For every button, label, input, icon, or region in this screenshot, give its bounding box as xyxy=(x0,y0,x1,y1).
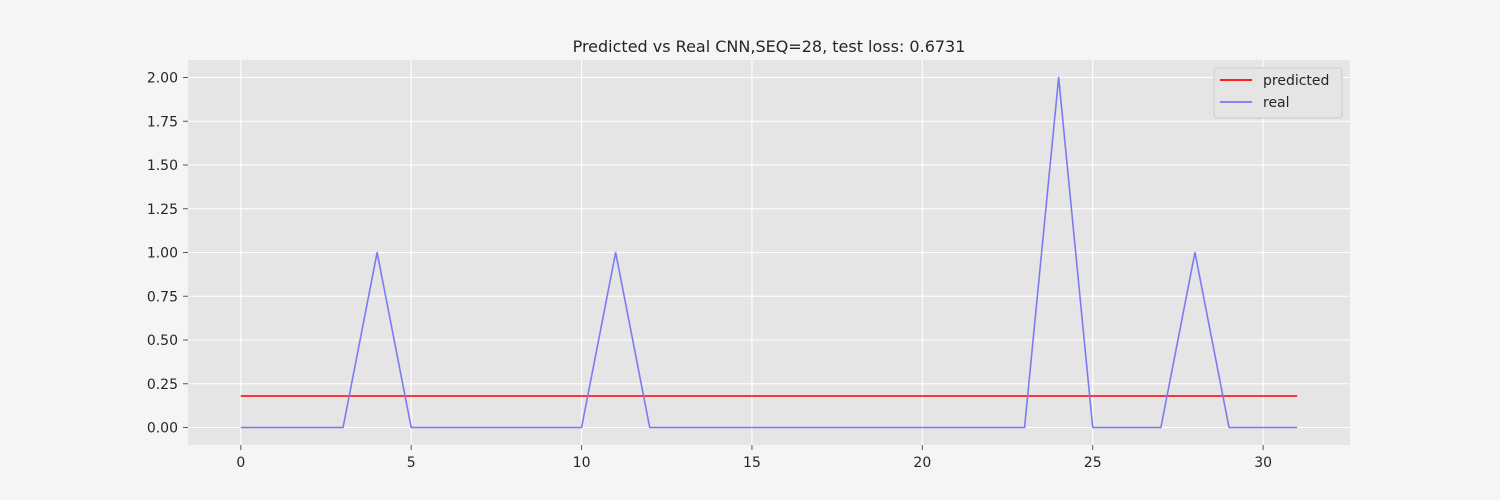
legend: predicted real xyxy=(1213,67,1343,119)
x-tick-label: 0 xyxy=(236,455,245,471)
y-tick-label: 0.00 xyxy=(147,421,178,437)
legend-label-predicted: predicted xyxy=(1263,73,1329,89)
y-tick-label: 1.75 xyxy=(147,114,178,130)
y-tick-label: 0.50 xyxy=(147,333,178,349)
legend-label-real: real xyxy=(1263,95,1290,111)
x-tick-label: 15 xyxy=(743,455,761,471)
x-tick-label: 20 xyxy=(913,455,931,471)
y-tick-label: 0.25 xyxy=(147,377,178,393)
x-tick-label: 10 xyxy=(573,455,591,471)
series-lines xyxy=(240,76,1298,429)
y-tick-label: 1.00 xyxy=(147,246,178,262)
axis-ticks: 0 5 10 15 20 25 30 0.00 0.25 0.50 0.75 1.00 1.25 1.50… xyxy=(147,71,1272,472)
y-tick-label: 1.25 xyxy=(147,202,178,218)
x-tick-label: 25 xyxy=(1084,455,1102,471)
y-tick-label: 0.75 xyxy=(147,289,178,305)
y-tick-label: 2.00 xyxy=(147,71,178,87)
series-line-real xyxy=(240,76,1298,429)
grid-lines xyxy=(188,60,1350,445)
x-tick-label: 5 xyxy=(407,455,416,471)
y-tick-label: 1.50 xyxy=(147,158,178,174)
chart-title: Predicted vs Real CNN,SEQ=28, test loss:… xyxy=(573,37,966,56)
x-tick-label: 30 xyxy=(1254,455,1272,471)
